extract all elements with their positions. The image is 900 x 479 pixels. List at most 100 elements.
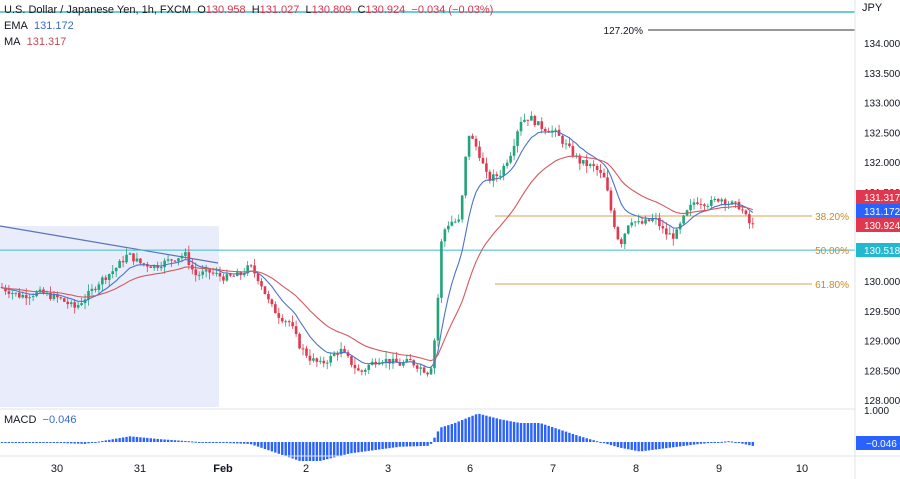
candle-body[interactable]	[505, 162, 509, 166]
candle-body[interactable]	[516, 131, 519, 146]
candle-body[interactable]	[301, 348, 305, 350]
candle-body[interactable]	[229, 274, 232, 276]
candle-body[interactable]	[561, 135, 564, 144]
candle-body[interactable]	[519, 121, 523, 132]
candle-body[interactable]	[280, 317, 284, 322]
candle-body[interactable]	[294, 326, 298, 334]
candle-body[interactable]	[422, 367, 426, 373]
candle-body[interactable]	[260, 281, 263, 287]
ma-legend[interactable]: MA 131.317	[4, 34, 493, 50]
candle-body[interactable]	[28, 297, 31, 299]
candle-body[interactable]	[689, 204, 692, 211]
candle-body[interactable]	[249, 265, 253, 267]
candle-body[interactable]	[419, 367, 422, 369]
candle-body[interactable]	[696, 202, 699, 205]
candle-body[interactable]	[730, 201, 734, 204]
candle-body[interactable]	[716, 198, 720, 202]
candle-body[interactable]	[284, 321, 288, 323]
candle-body[interactable]	[488, 171, 492, 181]
candle-body[interactable]	[543, 128, 547, 132]
candle-body[interactable]	[263, 286, 267, 295]
candle-body[interactable]	[443, 229, 447, 242]
candle-body[interactable]	[59, 297, 63, 299]
candle-body[interactable]	[24, 295, 28, 299]
candle-body[interactable]	[225, 274, 229, 281]
candle-body[interactable]	[135, 258, 139, 262]
candle-body[interactable]	[592, 164, 595, 166]
candle-body[interactable]	[270, 299, 274, 305]
candle-body[interactable]	[87, 291, 90, 300]
candle-body[interactable]	[481, 157, 485, 164]
candle-body[interactable]	[447, 225, 450, 230]
candle-body[interactable]	[298, 333, 301, 349]
candle-body[interactable]	[111, 271, 115, 275]
candle-body[interactable]	[7, 291, 11, 294]
candle-body[interactable]	[637, 221, 640, 223]
candle-body[interactable]	[364, 369, 367, 372]
candle-body[interactable]	[665, 228, 668, 235]
candle-body[interactable]	[668, 233, 672, 235]
candle-body[interactable]	[402, 362, 405, 366]
candle-body[interactable]	[163, 260, 166, 268]
candle-body[interactable]	[457, 219, 461, 222]
candle-body[interactable]	[156, 265, 159, 268]
candle-body[interactable]	[471, 135, 474, 139]
candle-body[interactable]	[215, 272, 218, 274]
candle-body[interactable]	[94, 288, 97, 290]
candle-body[interactable]	[474, 138, 478, 147]
candle-body[interactable]	[751, 223, 755, 225]
candle-body[interactable]	[253, 265, 256, 274]
candle-body[interactable]	[329, 355, 332, 363]
candle-body[interactable]	[0, 286, 4, 288]
candle-body[interactable]	[246, 265, 249, 274]
candle-body[interactable]	[114, 267, 118, 272]
candle-body[interactable]	[107, 274, 111, 280]
candle-body[interactable]	[69, 302, 73, 305]
candle-body[interactable]	[360, 370, 364, 372]
candle-body[interactable]	[509, 155, 512, 163]
candle-body[interactable]	[606, 177, 609, 191]
candle-body[interactable]	[710, 200, 713, 206]
candle-body[interactable]	[350, 356, 353, 365]
candle-body[interactable]	[398, 362, 402, 366]
candle-body[interactable]	[581, 160, 585, 164]
candle-body[interactable]	[578, 155, 582, 164]
candle-body[interactable]	[184, 252, 187, 256]
candle-body[interactable]	[128, 253, 132, 255]
candle-body[interactable]	[325, 362, 329, 364]
candle-body[interactable]	[678, 223, 682, 230]
candle-body[interactable]	[170, 259, 173, 261]
candle-body[interactable]	[322, 360, 326, 364]
candle-body[interactable]	[440, 241, 443, 298]
candle-body[interactable]	[367, 364, 371, 370]
price-tag[interactable]	[856, 190, 900, 204]
candle-body[interactable]	[620, 239, 623, 245]
candle-body[interactable]	[256, 273, 260, 282]
candle-body[interactable]	[706, 205, 710, 207]
candle-body[interactable]	[18, 292, 21, 298]
candle-body[interactable]	[554, 129, 557, 131]
candle-body[interactable]	[492, 174, 495, 181]
candle-body[interactable]	[222, 276, 225, 281]
candle-body[interactable]	[343, 348, 346, 353]
candle-body[interactable]	[613, 210, 616, 228]
candle-body[interactable]	[568, 143, 571, 147]
candle-body[interactable]	[692, 202, 696, 205]
candle-body[interactable]	[218, 272, 222, 277]
candle-body[interactable]	[125, 254, 128, 263]
candle-body[interactable]	[197, 274, 201, 276]
candle-body[interactable]	[90, 288, 94, 292]
candle-body[interactable]	[533, 115, 537, 126]
candle-body[interactable]	[73, 302, 76, 308]
candle-body[interactable]	[748, 214, 751, 224]
candle-body[interactable]	[405, 359, 409, 363]
candle-body[interactable]	[588, 164, 592, 166]
candle-body[interactable]	[682, 215, 685, 224]
candle-body[interactable]	[180, 255, 184, 259]
candle-body[interactable]	[512, 145, 516, 156]
candle-body[interactable]	[720, 199, 723, 202]
candle-body[interactable]	[121, 260, 125, 263]
candle-body[interactable]	[152, 265, 156, 268]
candle-body[interactable]	[187, 252, 191, 265]
